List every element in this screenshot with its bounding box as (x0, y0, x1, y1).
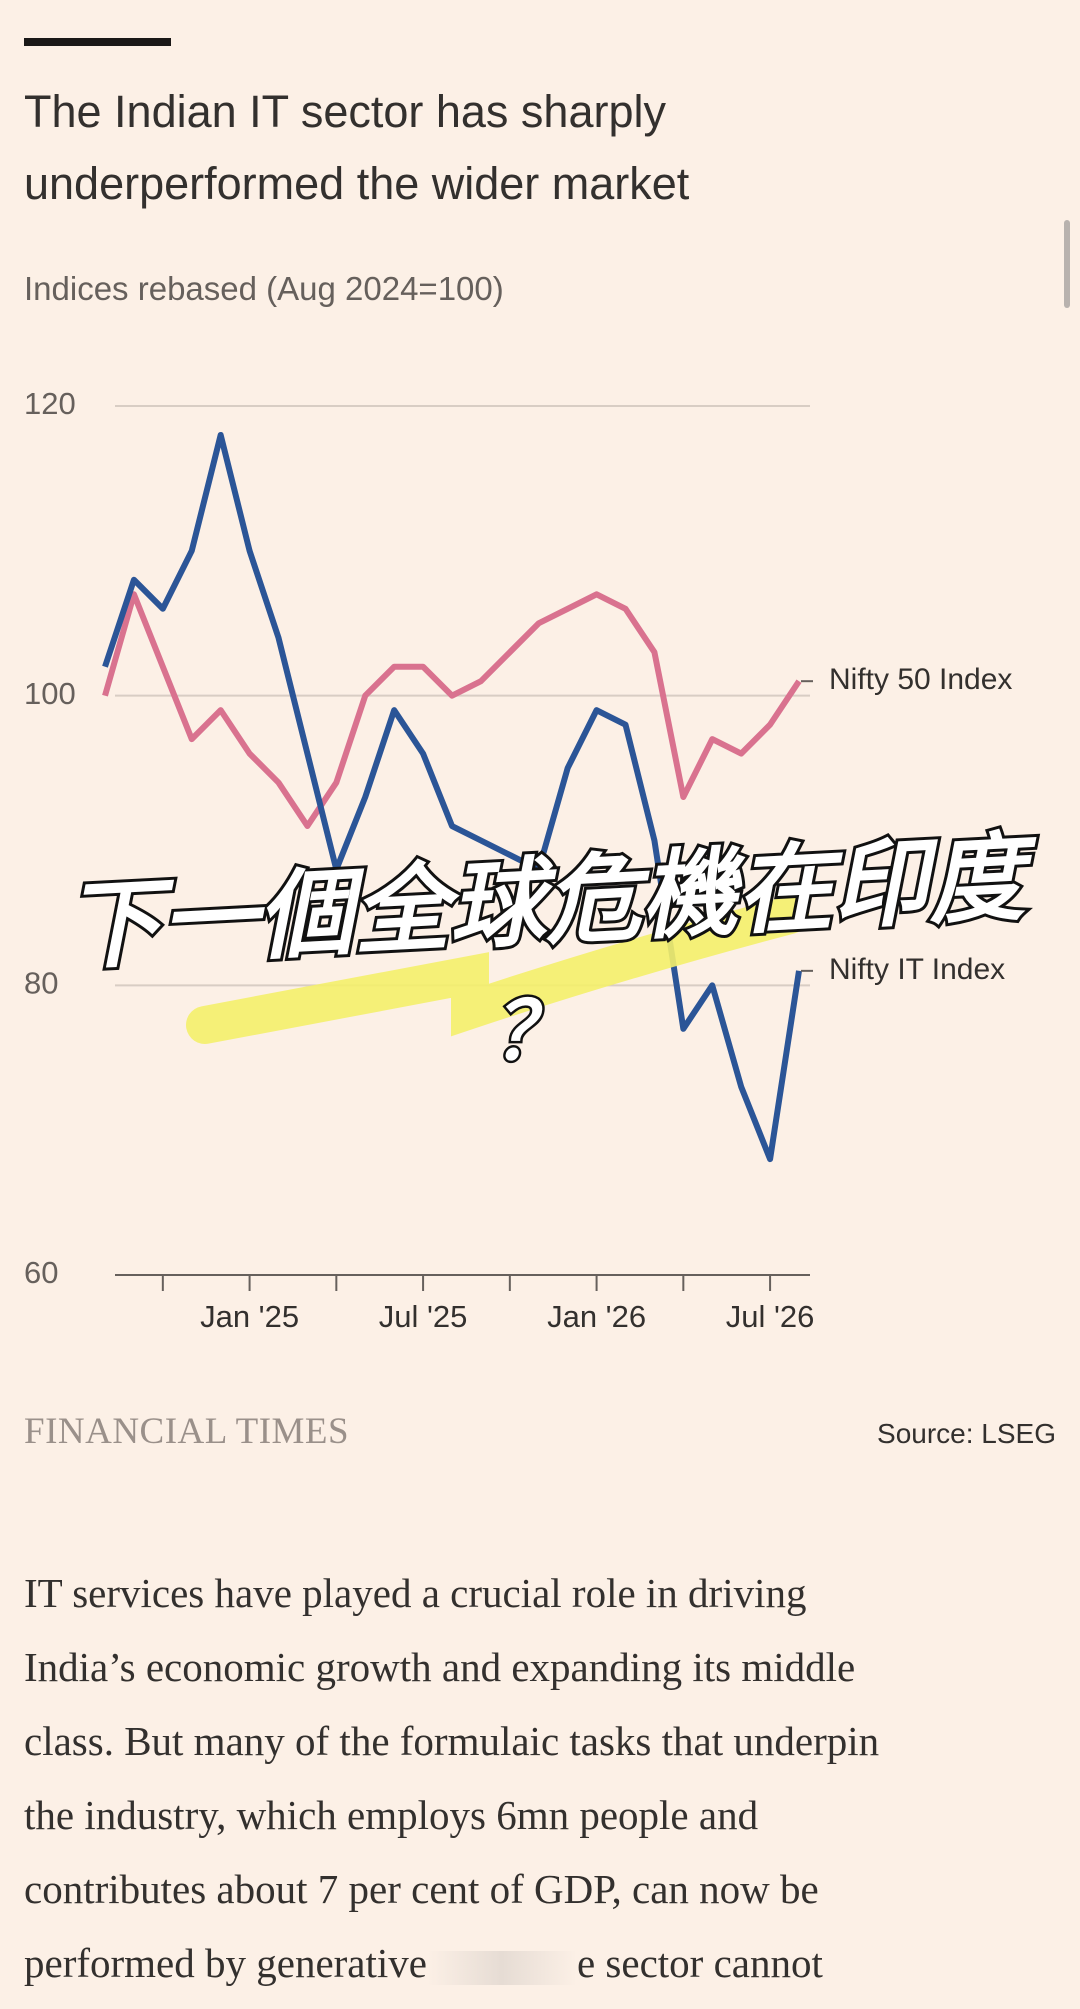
article: IT services have played a crucial role i… (24, 1556, 879, 2000)
highlight-stroke (186, 896, 809, 1044)
y-tick-label: 100 (24, 676, 76, 711)
article-line: contributes about 7 per cent of GDP, can… (24, 1866, 819, 1912)
x-tick-label: Jan '26 (547, 1299, 646, 1334)
series-label: Nifty 50 Index (829, 663, 1012, 696)
brand: FINANCIAL TIMES (24, 1411, 350, 1452)
article-line: IT services have played a crucial role i… (24, 1570, 807, 1616)
y-tick-label: 60 (24, 1255, 58, 1290)
x-tick-label: Jul '26 (726, 1299, 815, 1334)
header-rule (24, 38, 171, 46)
y-tick-label: 80 (24, 966, 58, 1001)
article-fragment: e sector cannot (576, 1940, 823, 1986)
article-line: class. But many of the formulaic tasks t… (24, 1718, 880, 1764)
chart-subtitle: Indices rebased (Aug 2024=100) (24, 270, 504, 307)
article-line: performed by generative e sector cannot (24, 1926, 879, 2000)
redacted (426, 1950, 577, 1985)
series-line (102, 591, 802, 830)
overlay-mark: ？ (492, 987, 572, 1076)
article-line: the industry, which employs 6mn people a… (24, 1792, 759, 1838)
y-tick-label: 120 (24, 386, 76, 421)
chart-title: The Indian IT sector has sharply underpe… (24, 86, 690, 209)
plot-area: 60 80 100 120 Jan '25 Jul '25 Jan '26 Jul '26 Ni… (24, 386, 1012, 1334)
article-line: India’s economic growth and expanding it… (24, 1644, 856, 1690)
scrollbar (1064, 220, 1070, 308)
x-tick-label: Jul '25 (379, 1299, 468, 1334)
source: Source: LSEG (877, 1418, 1056, 1449)
x-tick-label: Jan '25 (200, 1299, 299, 1334)
article-fragment: performed by generative (24, 1940, 427, 1986)
series-label: Nifty IT Index (829, 953, 1005, 986)
series-line (102, 431, 802, 1163)
chart: 60 80 100 120 Jan '25 Jul '25 Jan '26 Jul '26 Ni… (24, 386, 1045, 1334)
